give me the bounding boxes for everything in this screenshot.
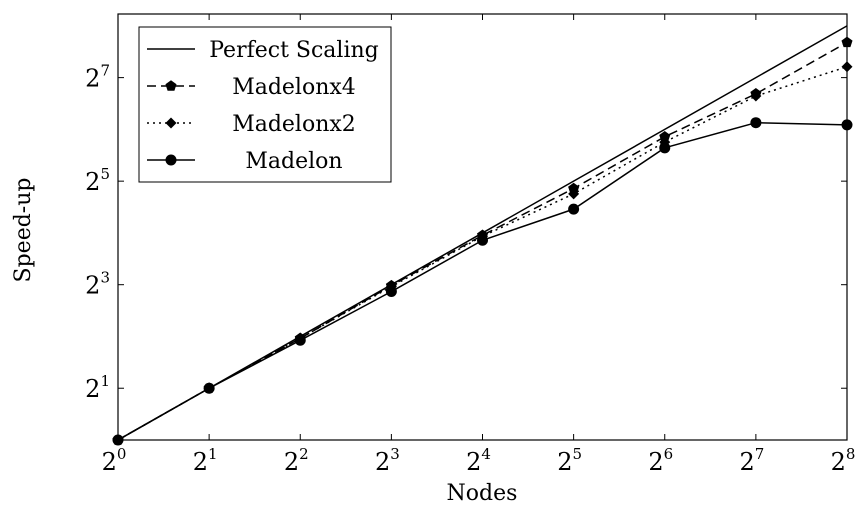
data-point-madelonx4: [385, 279, 397, 291]
x-tick-label: 27: [739, 445, 764, 476]
legend-label-perfect-scaling: Perfect Scaling: [209, 38, 379, 63]
legend-label-madelonx4: Madelonx4: [232, 75, 356, 100]
x-tick-label: 22: [284, 445, 309, 476]
series-line-madelonx4: [117, 41, 848, 441]
legend-marker-madelonx4: [165, 80, 177, 91]
x-tick-label: 28: [831, 445, 856, 476]
y-tick-label: 25: [85, 165, 110, 196]
data-point-madelon: [659, 142, 671, 154]
series-layer: [112, 25, 853, 446]
legend-marker-madelonx2: [165, 117, 177, 129]
data-point-madelon: [750, 117, 762, 129]
x-tick-label: 24: [466, 445, 491, 476]
data-point-madelonx4: [659, 130, 671, 142]
y-tick-label: 23: [85, 269, 110, 300]
data-point-madelonx4: [203, 382, 215, 393]
data-point-madelonx2: [841, 61, 853, 73]
data-point-madelonx4: [750, 88, 762, 99]
legend-label-madelonx2: Madelonx2: [232, 112, 356, 137]
data-point-madelonx4: [294, 332, 306, 344]
x-tick-label: 20: [102, 445, 127, 476]
legend-marker-madelon: [165, 154, 177, 166]
legend-entry-madelon: Madelon: [147, 149, 343, 174]
x-tick-label: 21: [193, 445, 218, 476]
series-line-madelonx2: [117, 66, 848, 441]
legend: Perfect Scaling Madelonx4 Madelonx2 Madelon: [138, 26, 392, 183]
x-tick-label: 26: [648, 445, 673, 476]
data-point-madelonx4: [112, 434, 124, 445]
legend-entry-perfect-scaling: Perfect Scaling: [147, 38, 379, 63]
y-tick-label: 27: [85, 62, 110, 93]
series-madelonx4: [112, 36, 853, 445]
legend-entry-madelonx2: Madelonx2: [147, 112, 356, 137]
data-point-madelonx4: [568, 182, 580, 194]
x-tick-label: 25: [557, 445, 582, 476]
x-tick-label: 23: [375, 445, 400, 476]
data-point-madelonx4: [476, 229, 489, 240]
data-point-madelon: [568, 203, 580, 215]
legend-entry-madelonx4: Madelonx4: [147, 75, 356, 100]
legend-box: [138, 26, 392, 183]
y-tick-label: 21: [85, 372, 110, 403]
x-axis-label: Nodes: [447, 481, 518, 506]
data-point-madelon: [841, 119, 853, 131]
axis-ticks: 20 21 22 23 24 25 26 27 28 21 23 25 27: [85, 14, 855, 476]
data-point-madelonx4: [841, 36, 853, 48]
y-axis-label: Speed-up: [11, 178, 36, 283]
legend-label-madelon: Madelon: [245, 149, 342, 174]
